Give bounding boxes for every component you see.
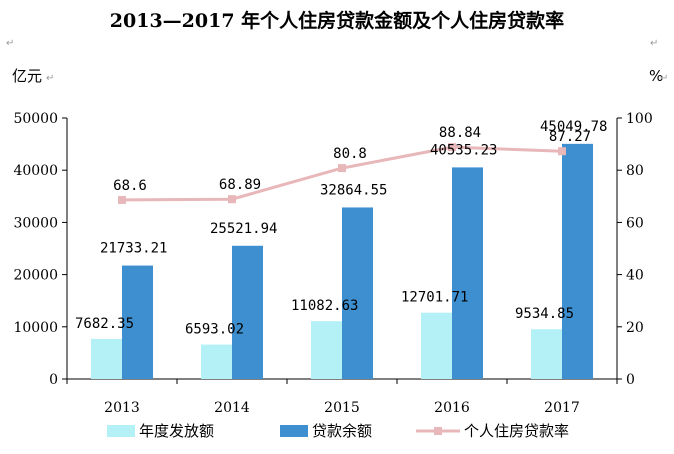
line-marker <box>338 164 346 173</box>
legend-swatch-loan-rate-marker <box>434 427 442 435</box>
data-label-loan-rate: 68.6 <box>113 178 147 194</box>
y-left-tick-label: 20000 <box>13 268 58 284</box>
bar-loan-balance <box>562 143 593 379</box>
x-tick-label: 2013 <box>104 400 140 416</box>
y-right-tick-label: 100 <box>626 111 653 127</box>
legend-label-annual-issuance: 年度发放额 <box>139 422 214 440</box>
x-tick-label: 2015 <box>324 400 360 416</box>
return-mark: ↵ <box>46 73 54 84</box>
data-label-loan-balance: 45049.78 <box>540 119 607 135</box>
data-label-loan-rate: 80.8 <box>333 146 367 162</box>
plot-area: 0 10000 20000 30000 40000 50000 0 20 40 60 80 100 20… <box>13 111 652 416</box>
data-label-loan-balance: 32864.55 <box>320 182 387 198</box>
return-mark: ↵ <box>6 38 14 49</box>
line-marker <box>228 195 236 204</box>
return-mark: ↵ <box>650 38 658 49</box>
y-right-tick-label: 20 <box>626 320 644 336</box>
y-left-tick-label: 30000 <box>13 215 58 231</box>
legend: 年度发放额 贷款余额 个人住房贷款率 <box>107 422 569 440</box>
legend-swatch-annual-issuance <box>107 425 135 437</box>
y-right-tick-label: 80 <box>626 163 644 179</box>
bar-loan-balance <box>342 207 373 379</box>
line-marker <box>448 143 456 152</box>
bar-loan-balance <box>452 167 483 379</box>
line-marker <box>118 195 126 204</box>
data-label-loan-balance: 21733.21 <box>100 241 167 257</box>
y-left-tick-label: 10000 <box>13 320 58 336</box>
data-label-annual-issuance: 12701.71 <box>401 290 468 306</box>
data-label-loan-rate: 68.89 <box>219 177 261 193</box>
x-tick-label: 2016 <box>434 400 470 416</box>
y-left-tick-label: 0 <box>49 372 58 388</box>
bar-annual-issuance <box>531 329 562 379</box>
y-axis-right-unit: % <box>649 67 663 85</box>
bar-annual-issuance <box>311 321 342 379</box>
y-right-tick-label: 0 <box>626 372 635 388</box>
bar-loan-balance <box>232 245 263 379</box>
data-label-annual-issuance: 6593.02 <box>185 322 244 338</box>
line-marker <box>558 147 566 156</box>
data-label-loan-rate: 87.27 <box>549 129 591 145</box>
y-right-tick-label: 60 <box>626 215 644 231</box>
bar-annual-issuance <box>201 344 232 379</box>
data-label-loan-balance: 40535.23 <box>430 142 497 158</box>
y-axis-left-unit: 亿元 <box>12 67 42 85</box>
legend-label-loan-balance: 贷款余额 <box>312 422 372 440</box>
y-right-tick-label: 40 <box>626 268 644 284</box>
data-label-loan-balance: 25521.94 <box>210 221 277 237</box>
bar-annual-issuance <box>421 312 452 379</box>
bar-annual-issuance <box>91 338 122 379</box>
data-label-annual-issuance: 7682.35 <box>75 316 134 332</box>
bar-loan-balance <box>122 265 153 379</box>
data-label-annual-issuance: 11082.63 <box>291 298 358 314</box>
data-label-loan-rate: 88.84 <box>439 125 481 141</box>
legend-label-loan-rate: 个人住房贷款率 <box>464 422 569 440</box>
return-mark: ↵ <box>660 73 668 84</box>
legend-swatch-loan-balance <box>280 425 308 437</box>
chart-title: 2013—2017 年个人住房贷款金额及个人住房贷款率 <box>110 9 564 32</box>
x-tick-label: 2017 <box>544 400 580 416</box>
data-label-annual-issuance: 9534.85 <box>515 306 574 322</box>
x-tick-label: 2014 <box>214 400 250 416</box>
y-left-tick-label: 40000 <box>13 163 58 179</box>
y-left-tick-label: 50000 <box>13 111 58 127</box>
